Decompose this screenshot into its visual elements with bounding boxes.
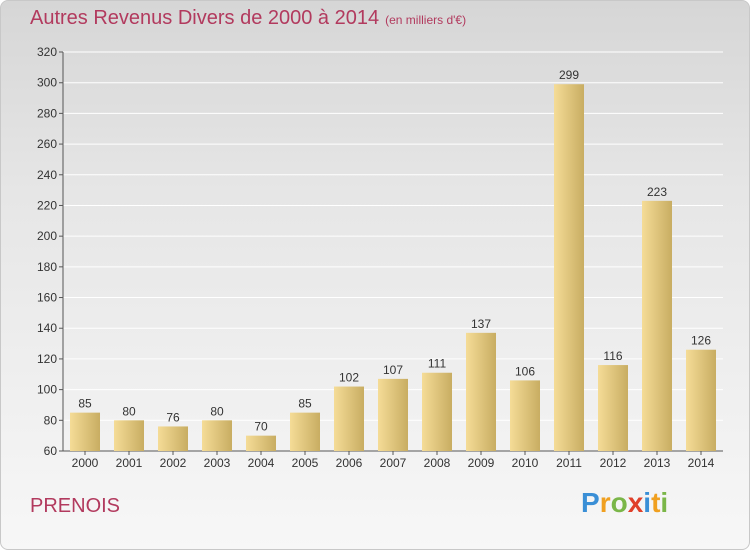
bar-value-label: 80 — [210, 404, 224, 418]
chart-title-main: Autres Revenus Divers de 2000 à 2014 — [30, 7, 380, 29]
bar — [510, 380, 540, 451]
logo-letter: i — [660, 487, 669, 518]
bar-value-label: 116 — [603, 349, 622, 363]
y-tick-label: 320 — [37, 45, 57, 59]
x-tick-label: 2004 — [248, 456, 275, 470]
y-tick-label: 280 — [37, 106, 57, 120]
bar-value-label: 137 — [471, 317, 491, 331]
y-tick-label: 220 — [37, 198, 57, 212]
bar-value-label: 85 — [298, 397, 312, 411]
bar-value-label: 102 — [339, 371, 359, 385]
x-tick-label: 2009 — [468, 456, 495, 470]
bar-value-label: 126 — [691, 334, 711, 348]
bar-value-label: 299 — [559, 68, 579, 82]
bar — [290, 412, 320, 451]
bar — [598, 365, 628, 451]
y-tick-label: 80 — [44, 413, 58, 427]
logo-letter: P — [581, 487, 600, 518]
bar-value-label: 223 — [647, 185, 667, 199]
proxiti-logo: Proxiti — [581, 487, 691, 527]
x-tick-label: 2001 — [116, 456, 143, 470]
x-tick-label: 2003 — [204, 456, 231, 470]
y-tick-label: 180 — [37, 260, 57, 274]
x-tick-label: 2007 — [380, 456, 407, 470]
logo-letter: i — [643, 487, 652, 518]
x-tick-label: 2008 — [424, 456, 451, 470]
bar — [70, 412, 100, 451]
bar-value-label: 106 — [515, 364, 535, 378]
y-tick-label: 120 — [37, 352, 57, 366]
y-tick-label: 260 — [37, 137, 57, 151]
y-tick-label: 200 — [37, 229, 57, 243]
chart-title: Autres Revenus Divers de 2000 à 2014 (en … — [30, 7, 466, 30]
y-tick-label: 60 — [44, 444, 58, 458]
bar — [158, 426, 188, 451]
x-tick-label: 2013 — [644, 456, 671, 470]
x-tick-label: 2000 — [72, 456, 99, 470]
logo-letter: t — [651, 487, 661, 518]
x-tick-label: 2006 — [336, 456, 363, 470]
bar — [554, 84, 584, 451]
x-tick-label: 2002 — [160, 456, 187, 470]
bar-value-label: 107 — [383, 363, 403, 377]
bar — [378, 378, 408, 451]
bar — [466, 332, 496, 451]
y-tick-label: 160 — [37, 291, 57, 305]
bar-value-label: 80 — [122, 404, 136, 418]
y-tick-label: 240 — [37, 168, 57, 182]
logo-letter: x — [627, 487, 644, 518]
bar-value-label: 85 — [78, 397, 92, 411]
logo-letter: o — [610, 487, 628, 518]
logo-letter: r — [599, 487, 611, 518]
bar — [642, 200, 672, 451]
y-tick-label: 140 — [37, 321, 57, 335]
y-tick-label: 300 — [37, 76, 57, 90]
x-tick-label: 2014 — [688, 456, 715, 470]
bar-value-label: 70 — [254, 420, 268, 434]
bar-value-label: 76 — [166, 410, 180, 424]
x-tick-label: 2010 — [512, 456, 539, 470]
bar — [686, 349, 716, 451]
bar — [246, 435, 276, 451]
x-tick-label: 2005 — [292, 456, 319, 470]
y-tick-label: 100 — [37, 383, 57, 397]
chart-subtitle: (en milliers d'€) — [385, 13, 467, 27]
x-tick-label: 2011 — [556, 456, 582, 470]
bar — [334, 386, 364, 451]
commune-name: PRENOIS — [30, 495, 121, 517]
bar-value-label: 111 — [428, 357, 447, 371]
x-tick-label: 2012 — [600, 456, 627, 470]
bar — [114, 420, 144, 451]
bar — [202, 420, 232, 451]
bar — [422, 372, 452, 451]
